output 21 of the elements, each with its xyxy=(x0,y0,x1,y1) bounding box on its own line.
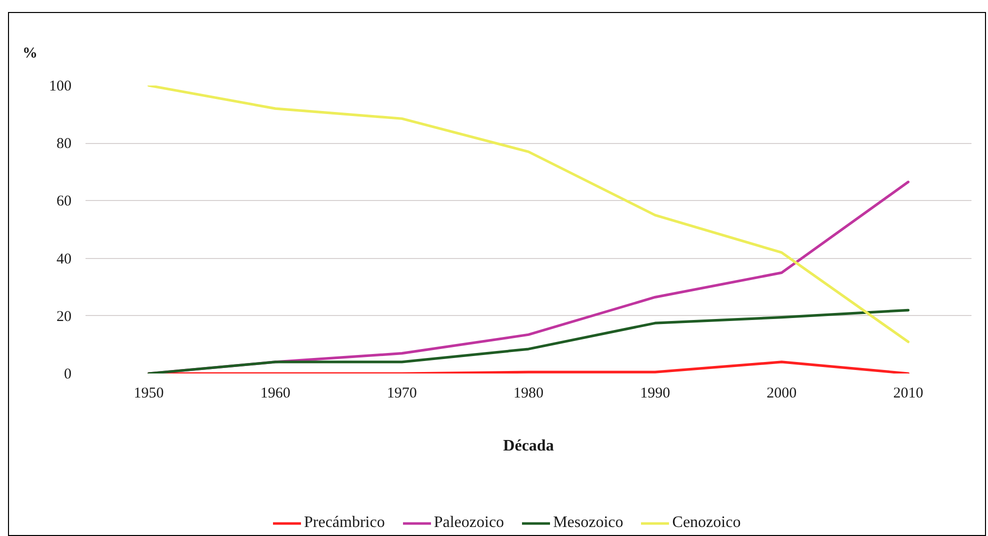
line-series xyxy=(147,86,910,344)
legend-label: Mesozoico xyxy=(553,514,624,532)
x-tick-label: 1950 xyxy=(134,386,164,402)
x-tick-label: 2000 xyxy=(766,386,797,402)
y-tick-label: 40 xyxy=(56,251,72,268)
y-tick-label: 60 xyxy=(56,194,72,210)
x-tick-label: 1970 xyxy=(386,386,417,402)
x-axis-title: Década xyxy=(503,438,554,454)
y-tick-label: 100 xyxy=(49,78,72,94)
y-axis-title: % xyxy=(22,46,38,62)
x-tick-label: 1980 xyxy=(514,386,544,402)
y-tick-label: 0 xyxy=(64,366,72,382)
legend-label: Precámbrico xyxy=(304,514,385,532)
x-tick-label: 1990 xyxy=(640,386,670,402)
legend-label: Paleozoico xyxy=(434,514,504,532)
y-tick-label: 80 xyxy=(56,136,72,152)
legend-label: Cenozoico xyxy=(672,514,741,532)
x-tick-label: 2010 xyxy=(893,386,924,402)
x-tick-label: 1960 xyxy=(260,386,290,402)
line-series xyxy=(147,308,910,374)
y-tick-label: 20 xyxy=(56,308,72,325)
